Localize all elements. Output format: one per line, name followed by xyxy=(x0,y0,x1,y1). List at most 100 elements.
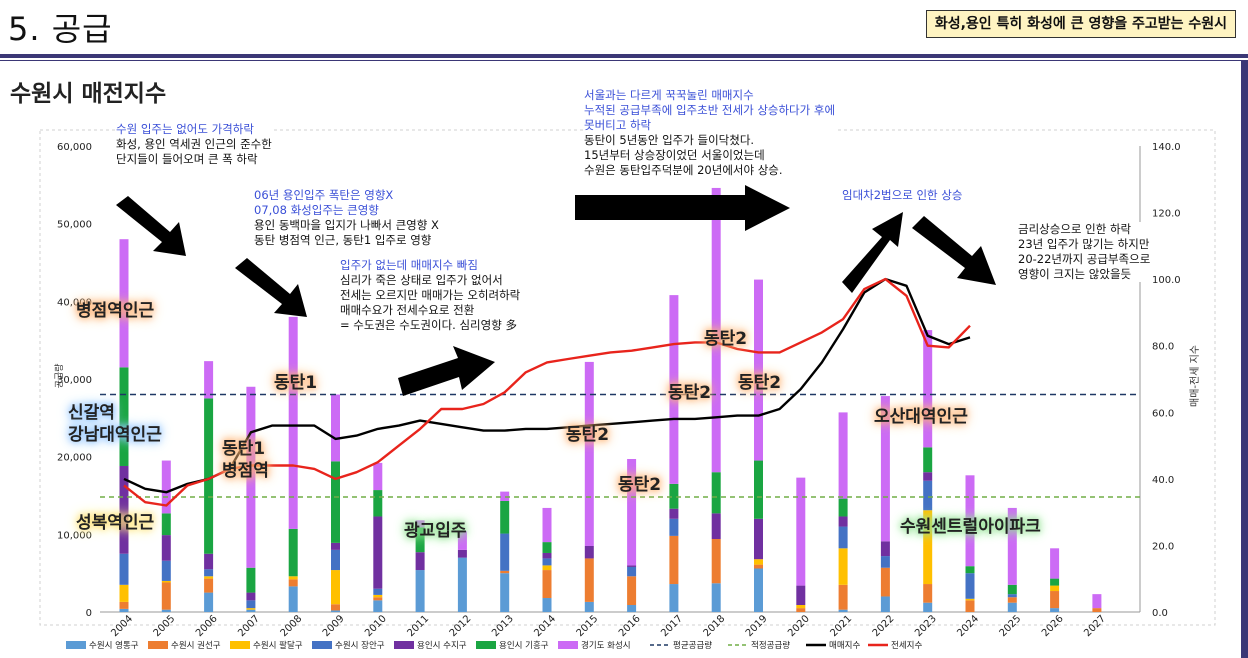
annotation-line: 용인 동백마을 입지가 나빠서 큰영향 X xyxy=(254,218,439,232)
bar-segment-2025-수원시 장안구 xyxy=(1007,594,1017,598)
arrow-icon-down-2 xyxy=(235,258,307,317)
label-singal: 신갈역 xyxy=(68,403,115,423)
bar-segment-2017-수원시 영통구 xyxy=(669,584,679,612)
annotation-line: 입주가 없는데 매매지수 빠짐 xyxy=(340,258,478,272)
y2-tick-label: 120.0 xyxy=(1152,209,1181,220)
label-gwanggyo: 광교입주 xyxy=(404,521,467,541)
bar-segment-2025-용인시 기흥구 xyxy=(1007,584,1017,595)
header-divider xyxy=(0,54,1248,58)
x-tick-label: 2027 xyxy=(1082,613,1108,639)
bar-segment-2016-수원시 장안구 xyxy=(627,566,637,577)
label-osan-univ: 오산대역인근 xyxy=(874,407,968,427)
bar-segment-2005-용인시 수지구 xyxy=(161,535,171,561)
bar-segment-2013-수원시 권선구 xyxy=(500,570,510,574)
y2-tick-label: 100.0 xyxy=(1152,275,1181,286)
right-border xyxy=(1241,60,1248,658)
plot-area-border xyxy=(39,129,1216,626)
annotation-line: = 수도권은 수도권이다. 심리영향 多 xyxy=(340,318,517,332)
chart-legend: 수원시 영통구 수원시 권선구 수원시 팔달구 수원시 장안구 용인시 수지구 용인시 기… xyxy=(66,640,922,651)
annotation-line: 심리가 죽은 상태로 입주가 없어서 xyxy=(340,273,503,287)
bar-segment-2021-용인시 수지구 xyxy=(838,516,848,527)
label-gangnam-univ: 강남대역인근 xyxy=(68,425,162,445)
bar-segment-2008-용인시 기흥구 xyxy=(288,528,298,577)
bar-segment-2026-경기도 화성시 xyxy=(1050,548,1060,579)
bar-segment-2025-수원시 권선구 xyxy=(1007,597,1017,603)
bar-segment-2017-경기도 화성시 xyxy=(669,295,679,484)
bar-segment-2014-수원시 영통구 xyxy=(542,598,552,612)
x-tick-label: 2015 xyxy=(575,613,601,639)
x-tick-label: 2007 xyxy=(236,613,262,639)
bar-segment-2024-수원시 권선구 xyxy=(965,600,975,612)
x-tick-label: 2008 xyxy=(279,613,305,639)
bar-segment-2009-용인시 수지구 xyxy=(331,542,340,550)
legend-label: 수원시 팔달구 xyxy=(253,640,303,651)
x-tick-label: 2026 xyxy=(1040,613,1066,639)
bar-segment-2006-수원시 팔달구 xyxy=(204,576,214,579)
label-byeongjeom-stn: 병점역 xyxy=(222,461,269,481)
y2-tick-label: 20.0 xyxy=(1152,541,1174,552)
label-dongtan1: 동탄1 xyxy=(222,439,266,459)
bar-segment-2019-수원시 영통구 xyxy=(754,568,763,612)
bar-segment-2025-수원시 영통구 xyxy=(1007,602,1017,612)
legend-label: 수원시 영통구 xyxy=(89,640,139,651)
legend-swatch xyxy=(476,641,496,649)
bar-segment-2005-수원시 영통구 xyxy=(161,609,171,612)
bar-segment-2007-수원시 장안구 xyxy=(246,600,256,609)
bar-segment-2023-수원시 장안구 xyxy=(923,480,933,511)
y-tick-label: 50,000 xyxy=(57,220,92,231)
label-suwon-central: 수원센트럴아이파크 xyxy=(900,517,1041,537)
arrow-icon-down-1 xyxy=(116,196,186,256)
bar-segment-2007-용인시 기흥구 xyxy=(246,567,256,593)
label-dongtan2-2018: 동탄2 xyxy=(704,329,748,349)
y2-axis-ticks: 0.0 20.0 40.0 60.0 80.0 100.0 120.0 140.0 xyxy=(1139,142,1181,619)
y-tick-label: 0 xyxy=(86,608,92,619)
bar-segment-2012-수원시 영통구 xyxy=(457,557,467,612)
annotation-line: 동탄이 5년동안 입주가 들이닥쳤다. xyxy=(584,133,755,147)
bar-segment-2005-용인시 기흥구 xyxy=(161,513,171,536)
bar-segment-2023-수원시 권선구 xyxy=(923,584,933,603)
bar-segment-2015-경기도 화성시 xyxy=(584,361,594,546)
bar-segment-2017-수원시 권선구 xyxy=(669,535,679,585)
annotation-sentiment: 입주가 없는데 매매지수 빠짐 심리가 죽은 상태로 입주가 없어서 전세는 오… xyxy=(340,258,521,333)
legend-label: 경기도 화성시 xyxy=(581,640,631,651)
bar-segment-2009-수원시 장안구 xyxy=(331,549,340,571)
x-tick-label: 2025 xyxy=(998,613,1024,639)
x-tick-label: 2020 xyxy=(786,613,812,639)
bar-segment-2004-용인시 수지구 xyxy=(119,465,129,554)
bar-segment-2022-경기도 화성시 xyxy=(880,396,890,542)
trend-arrows xyxy=(116,185,996,396)
bar-segment-2017-용인시 수지구 xyxy=(669,508,679,519)
bar-segment-2007-경기도 화성시 xyxy=(246,386,256,568)
legend-swatch xyxy=(394,641,414,649)
annotation-line: 06년 용인입주 폭탄은 영향X xyxy=(254,188,394,202)
legend-label: 용인시 기흥구 xyxy=(499,640,549,651)
x-tick-label: 2013 xyxy=(490,613,516,639)
bar-segment-2017-용인시 기흥구 xyxy=(669,483,679,509)
legend-label: 매매지수 xyxy=(829,641,860,651)
legend-swatch xyxy=(230,641,250,649)
x-tick-label: 2010 xyxy=(363,613,389,639)
bar-segment-2018-경기도 화성시 xyxy=(711,187,721,473)
bar-segment-2013-용인시 기흥구 xyxy=(500,500,510,534)
bar-segment-2024-경기도 화성시 xyxy=(965,475,975,567)
legend-label: 전세지수 xyxy=(891,640,922,651)
stacked-bars xyxy=(119,187,1102,612)
bar-segment-2015-수원시 권선구 xyxy=(584,558,594,602)
bar-segment-2014-수원시 권선구 xyxy=(542,570,552,599)
bar-segment-2010-용인시 기흥구 xyxy=(373,490,383,517)
bar-segment-2008-경기도 화성시 xyxy=(288,316,298,529)
header-bar: 5. 공급 화성,용인 특히 화성에 큰 영향을 주고받는 수원시 xyxy=(0,0,1248,52)
header-divider-thin xyxy=(0,60,1248,61)
y-tick-label: 60,000 xyxy=(57,142,92,153)
bar-segment-2021-수원시 권선구 xyxy=(838,584,848,610)
annotation-line: 동탄 병점역 인근, 동탄1 입주로 영향 xyxy=(254,233,432,247)
annotation-line: 수원은 동탄입주덕분에 20년에서야 상승. xyxy=(584,163,783,177)
line-매매지수 xyxy=(123,277,971,494)
legend-swatch xyxy=(66,641,86,649)
annotation-line: 못버티고 하락 xyxy=(584,118,652,132)
bar-segment-2021-수원시 장안구 xyxy=(838,526,848,549)
bar-segment-2020-수원시 권선구 xyxy=(796,608,806,612)
annotation-2004-drop: 수원 입주는 없어도 가격하락 화성, 용인 역세권 인근의 준수한 단지들이 … xyxy=(116,122,272,167)
bar-segment-2006-수원시 영통구 xyxy=(204,592,214,612)
bar-segment-2014-용인시 수지구 xyxy=(542,552,552,559)
